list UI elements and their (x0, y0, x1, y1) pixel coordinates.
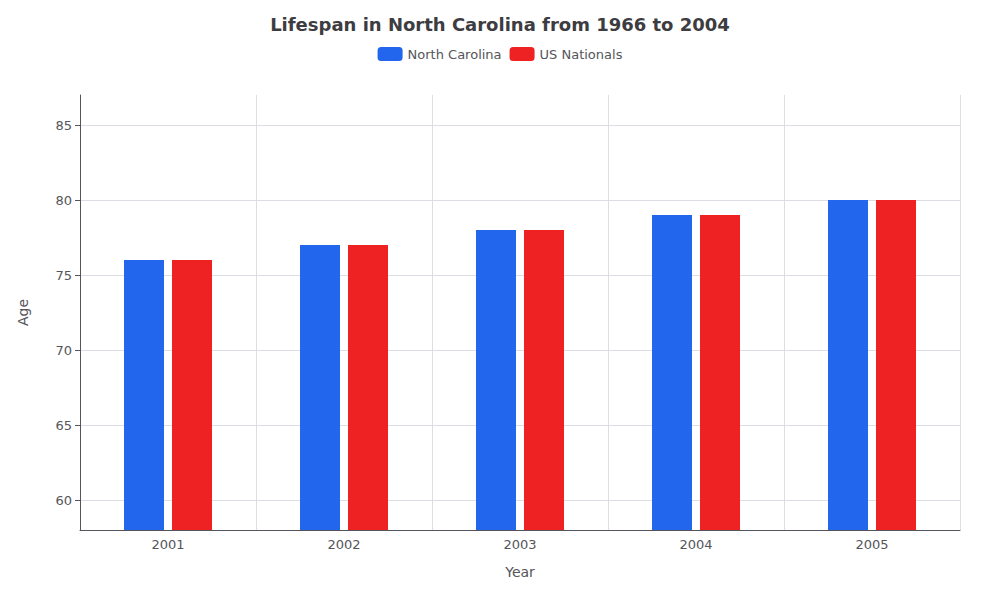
svg-text:Age: Age (15, 299, 31, 326)
svg-text:75: 75 (55, 268, 72, 283)
svg-text:Year: Year (504, 564, 535, 580)
svg-text:Lifespan in North Carolina fro: Lifespan in North Carolina from 1966 to … (270, 14, 730, 35)
svg-text:2004: 2004 (679, 537, 712, 552)
svg-text:2003: 2003 (503, 537, 536, 552)
svg-text:North Carolina: North Carolina (408, 47, 502, 62)
svg-text:2001: 2001 (151, 537, 184, 552)
svg-text:60: 60 (55, 493, 72, 508)
svg-text:2005: 2005 (855, 537, 888, 552)
svg-text:70: 70 (55, 343, 72, 358)
svg-text:65: 65 (55, 418, 72, 433)
svg-text:80: 80 (55, 193, 72, 208)
svg-text:US Nationals: US Nationals (540, 47, 623, 62)
svg-text:85: 85 (55, 118, 72, 133)
svg-text:2002: 2002 (327, 537, 360, 552)
